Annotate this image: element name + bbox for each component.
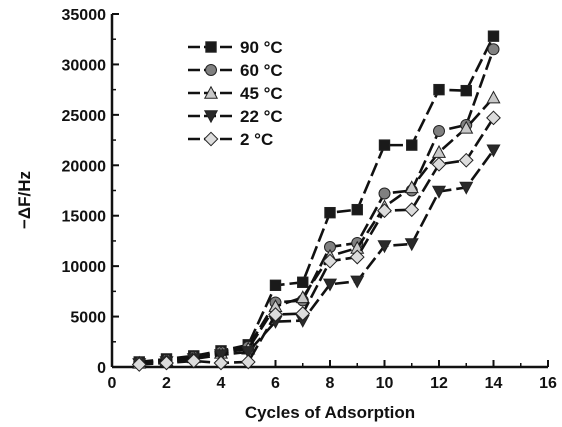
legend-label: 2 °C: [240, 130, 273, 149]
y-tick-label: 10000: [62, 259, 107, 276]
data-point: [458, 152, 474, 168]
legend-entry: 45 °C: [188, 84, 283, 103]
data-point: [404, 202, 420, 218]
axes: 0 2 4 6 8 10 12 14 16 0 5000 10000 15000 20000 25000 30…: [62, 7, 558, 392]
legend-entry: 22 °C: [188, 107, 283, 126]
legend-label: 22 °C: [240, 107, 283, 126]
x-tick-label: 0: [108, 375, 117, 392]
data-point: [486, 110, 501, 126]
data-point: [295, 290, 310, 304]
data-point: [406, 139, 418, 151]
data-point: [213, 355, 229, 371]
data-point: [324, 206, 336, 219]
legend-marker: [205, 64, 217, 76]
data-point: [268, 307, 283, 322]
legend-marker: [203, 131, 219, 147]
legend-entry: 2 °C: [188, 130, 273, 149]
y-tick-label: 5000: [70, 310, 106, 327]
data-point: [459, 120, 474, 134]
legend-marker: [203, 110, 219, 124]
series-0: [133, 30, 500, 368]
data-point: [378, 139, 391, 151]
legend-label: 60 °C: [240, 61, 283, 80]
data-point: [240, 354, 256, 370]
legend: 90 °C 60 °C 45 °C 22 °C 2 °C: [188, 38, 283, 149]
x-tick-label: 4: [217, 375, 226, 392]
data-point: [351, 203, 363, 216]
data-point: [377, 203, 392, 219]
series-4: [131, 110, 501, 372]
data-point: [433, 83, 445, 96]
data-point: [487, 30, 500, 42]
data-point: [431, 156, 447, 172]
data-point: [404, 238, 419, 252]
legend-label: 45 °C: [240, 84, 283, 103]
series-line: [139, 149, 495, 366]
data-point: [297, 276, 309, 288]
x-tick-label: 14: [485, 375, 503, 392]
legend-entry: 60 °C: [188, 61, 283, 80]
legend-marker: [205, 41, 217, 53]
data-point: [241, 346, 256, 360]
data-point: [404, 180, 419, 194]
y-tick-label: 25000: [62, 108, 107, 125]
data-point: [378, 187, 391, 200]
x-tick-label: 12: [430, 375, 448, 392]
data-point: [486, 144, 501, 158]
data-point: [377, 240, 392, 254]
series-3: [132, 144, 501, 372]
y-tick-label: 0: [97, 360, 106, 377]
data-point: [159, 355, 174, 371]
x-tick-label: 8: [326, 375, 335, 392]
data-point: [322, 278, 338, 292]
series-layer: [131, 30, 501, 372]
x-tick-label: 16: [539, 375, 557, 392]
legend-entry: 90 °C: [188, 38, 283, 57]
data-point: [487, 43, 500, 56]
data-point: [186, 353, 202, 369]
data-point: [213, 349, 229, 363]
series-line: [139, 48, 495, 364]
series-2: [132, 90, 501, 369]
legend-marker: [203, 85, 219, 99]
data-point: [350, 275, 365, 289]
data-point: [269, 279, 282, 292]
x-axis-title: Cycles of Adsorption: [245, 403, 415, 422]
y-tick-label: 20000: [62, 158, 107, 175]
x-tick-label: 6: [271, 375, 280, 392]
data-point: [460, 84, 472, 97]
y-tick-label: 30000: [62, 57, 107, 74]
y-tick-label: 15000: [62, 209, 107, 226]
legend-label: 90 °C: [240, 38, 283, 57]
data-point: [349, 249, 365, 265]
y-tick-label: 35000: [62, 7, 107, 24]
data-point: [295, 306, 311, 321]
x-tick-label: 2: [162, 375, 171, 392]
data-point: [322, 253, 338, 269]
data-point: [131, 357, 147, 372]
series-line: [139, 96, 495, 365]
data-point: [431, 185, 447, 199]
data-point: [486, 90, 501, 104]
y-axis-title: −ΔF/Hz: [15, 171, 34, 229]
data-point: [459, 181, 474, 195]
data-point: [433, 124, 445, 137]
x-tick-label: 10: [376, 375, 394, 392]
